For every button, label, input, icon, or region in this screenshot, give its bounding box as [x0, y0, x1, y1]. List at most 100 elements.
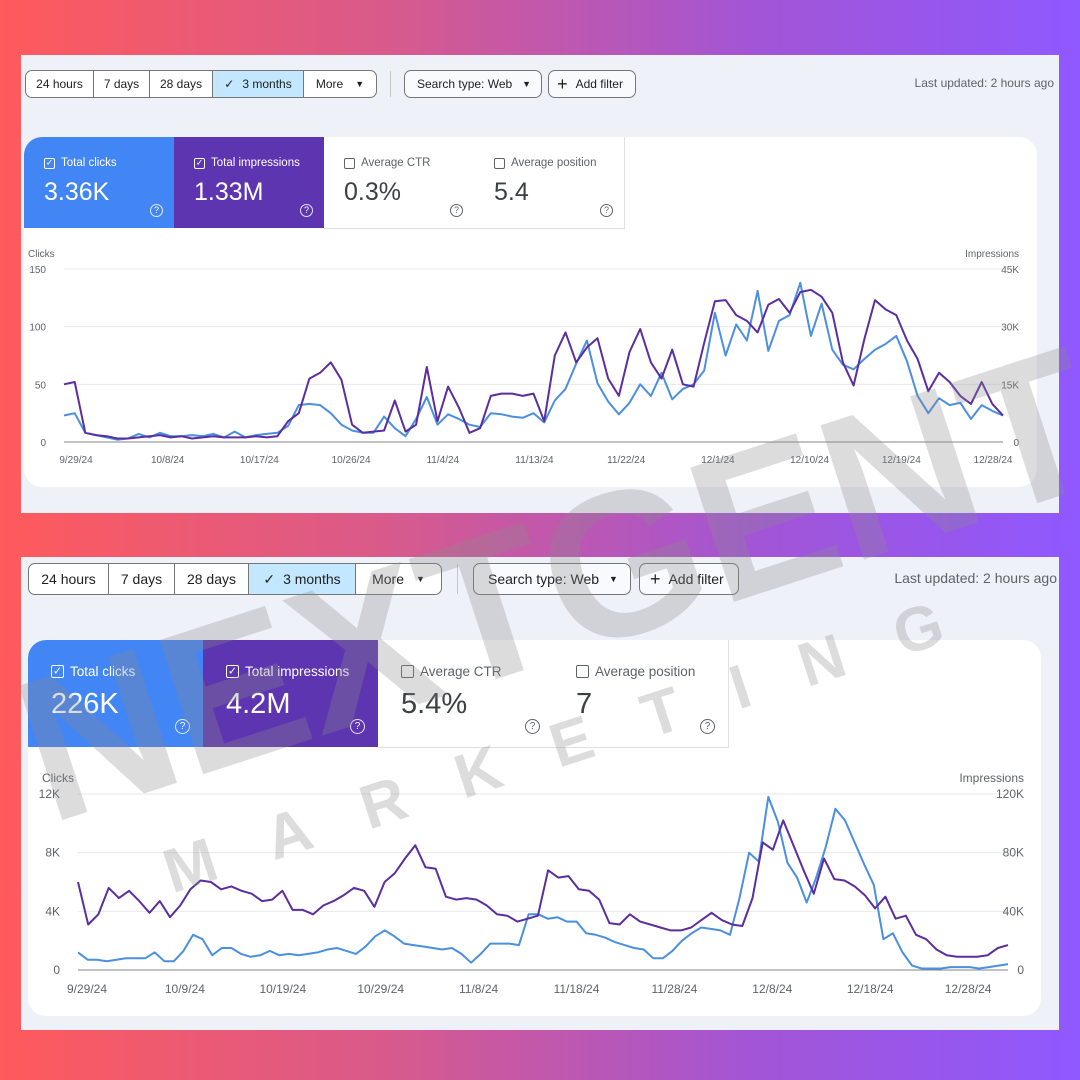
checkbox-checked[interactable]: ✓ — [226, 665, 239, 678]
y-tick-label-left: 0 — [40, 438, 46, 449]
help-circle-icon[interactable]: ? — [600, 204, 613, 217]
top-toolbar: 24 hours 7 days 28 days ✓ 3 months More ▼ … — [25, 70, 1059, 98]
help-circle-icon[interactable]: ? — [350, 719, 365, 734]
help-circle-icon[interactable]: ? — [700, 719, 715, 734]
last-updated-text: Last updated: 2 hours ago — [914, 76, 1054, 90]
range-label: 28 days — [159, 77, 203, 91]
x-tick-label: 10/19/24 — [259, 982, 306, 996]
check-icon: ✓ — [52, 664, 63, 677]
range-24-hours-button[interactable]: 24 hours — [26, 71, 94, 97]
toolbar-divider — [390, 71, 391, 97]
y-tick-label-right: 0 — [1017, 963, 1024, 977]
help-circle-icon[interactable]: ? — [525, 719, 540, 734]
average-ctr-tile[interactable]: Average CTR 0.3% ? — [324, 137, 475, 229]
y-tick-label-right: 40K — [1003, 904, 1024, 918]
total-impressions-tile[interactable]: ✓ Total impressions 1.33M ? — [174, 137, 324, 228]
x-tick-label: 12/1/24 — [701, 455, 735, 466]
more-ranges-dropdown[interactable]: More ▼ — [304, 71, 376, 97]
add-filter-button[interactable]: + Add filter — [548, 70, 636, 98]
range-3-months-button[interactable]: ✓ 3 months — [213, 71, 304, 97]
help-circle-icon[interactable]: ? — [450, 204, 463, 217]
search-type-dropdown[interactable]: Search type: Web ▼ — [473, 563, 631, 595]
range-7-days-button[interactable]: 7 days — [109, 564, 175, 594]
toolbar-divider — [457, 564, 458, 594]
range-24-hours-button[interactable]: 24 hours — [29, 564, 109, 594]
clicks-impressions-chart: 0 0 50 15K 100 30K 150 45K Clicks Impressions 9/29… — [28, 249, 1019, 466]
caret-down-icon: ▼ — [609, 574, 618, 584]
checkbox-checked[interactable]: ✓ — [51, 665, 64, 678]
x-tick-label: 10/8/24 — [151, 455, 185, 466]
y-tick-label-left: 12K — [39, 787, 60, 801]
range-label: 24 hours — [41, 571, 96, 587]
y-tick-label-left: 100 — [29, 323, 46, 334]
add-filter-button[interactable]: + Add filter — [638, 563, 739, 595]
date-range-selector: 24 hours 7 days 28 days ✓ 3 months More ▼ — [25, 70, 377, 98]
x-tick-label: 11/28/24 — [651, 982, 697, 996]
bottom-performance-panel: 24 hours 7 days 28 days ✓ 3 months More ▼ … — [21, 557, 1059, 1030]
caret-down-icon: ▼ — [355, 79, 365, 89]
x-tick-label: 10/29/24 — [357, 982, 404, 996]
x-tick-label: 12/18/24 — [847, 982, 894, 996]
tile-header: Average CTR — [344, 157, 430, 169]
x-tick-label: 9/29/24 — [59, 455, 93, 466]
help-circle-icon[interactable]: ? — [175, 719, 190, 734]
y-tick-label-left: 0 — [53, 963, 60, 977]
range-28-days-button[interactable]: 28 days — [175, 564, 249, 594]
add-filter-label: Add filter — [668, 571, 724, 587]
tile-header: Average CTR — [401, 664, 502, 679]
average-ctr-tile[interactable]: Average CTR 5.4% ? — [378, 640, 554, 748]
average-position-tile[interactable]: Average position 7 ? — [553, 640, 729, 748]
search-type-label: Search type: Web — [488, 571, 600, 587]
total-clicks-tile[interactable]: ✓ Total clicks 3.36K ? — [24, 137, 174, 228]
total-impressions-tile[interactable]: ✓ Total impressions 4.2M ? — [203, 640, 378, 747]
range-3-months-button[interactable]: ✓ 3 months — [249, 564, 356, 594]
range-7-days-button[interactable]: 7 days — [94, 71, 150, 97]
range-label: 28 days — [186, 571, 237, 587]
more-label: More — [372, 571, 404, 587]
search-type-dropdown[interactable]: Search type: Web ▼ — [404, 70, 543, 98]
clicks-series-line — [77, 795, 1009, 970]
bottom-toolbar: 24 hours 7 days 28 days ✓ 3 months More ▼ … — [28, 563, 1059, 595]
total-clicks-tile[interactable]: ✓ Total clicks 226K ? — [28, 640, 203, 747]
tile-header: ✓ Total clicks — [44, 157, 117, 169]
y-axis-title-right: Impressions — [965, 249, 1019, 260]
tile-header: Average position — [494, 157, 596, 169]
checkbox-checked[interactable]: ✓ — [44, 157, 55, 169]
performance-card: ✓ Total clicks 3.36K ? ✓ Total impressions… — [24, 137, 1037, 487]
impressions-series-line — [63, 288, 1004, 440]
caret-down-icon: ▼ — [522, 79, 532, 89]
y-tick-label-right: 120K — [996, 787, 1024, 801]
clicks-impressions-chart: 0 0 4K 40K 8K 80K 12K 120K Clicks Impressions 9/29… — [39, 771, 1025, 996]
impressions-series-line — [77, 819, 1009, 958]
range-label: 3 months — [242, 77, 292, 91]
y-tick-label-left: 8K — [45, 846, 60, 860]
x-tick-label: 11/18/24 — [554, 982, 600, 996]
tile-header: Average position — [576, 664, 695, 679]
help-circle-icon[interactable]: ? — [300, 204, 313, 217]
tile-header: ✓ Total impressions — [226, 664, 349, 679]
add-filter-label: Add filter — [575, 77, 623, 91]
check-icon: ✓ — [195, 157, 204, 168]
y-axis-title-left: Clicks — [28, 249, 55, 260]
tile-label: Total impressions — [245, 664, 350, 679]
x-tick-label: 9/29/24 — [67, 982, 107, 996]
checkbox-unchecked[interactable] — [576, 665, 589, 678]
average-position-tile[interactable]: Average position 5.4 ? — [474, 137, 625, 229]
more-ranges-dropdown[interactable]: More ▼ — [356, 564, 441, 594]
more-label: More — [315, 77, 344, 91]
x-tick-label: 11/22/24 — [607, 455, 646, 466]
checkbox-unchecked[interactable] — [401, 665, 414, 678]
checkbox-checked[interactable]: ✓ — [194, 157, 205, 169]
checkbox-unchecked[interactable] — [344, 157, 355, 169]
x-tick-label: 12/8/24 — [752, 982, 792, 996]
x-tick-label: 11/8/24 — [459, 982, 498, 996]
tile-value: 0.3% — [344, 178, 401, 206]
date-range-selector: 24 hours 7 days 28 days ✓ 3 months More ▼ — [28, 563, 442, 595]
help-circle-icon[interactable]: ? — [150, 204, 163, 217]
check-icon: ✓ — [224, 77, 235, 91]
range-28-days-button[interactable]: 28 days — [150, 71, 213, 97]
x-tick-label: 10/26/24 — [332, 455, 371, 466]
tile-header: ✓ Total impressions — [194, 157, 300, 169]
x-tick-label: 11/4/24 — [426, 455, 459, 466]
checkbox-unchecked[interactable] — [494, 157, 505, 169]
